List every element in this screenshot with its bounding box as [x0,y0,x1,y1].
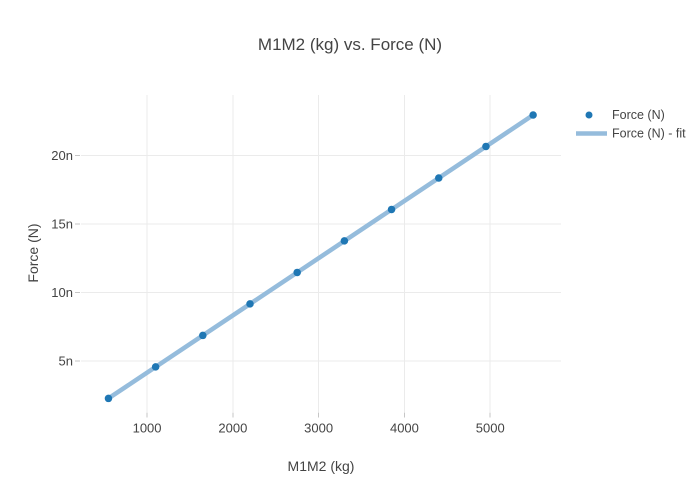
y-tick-label: 15n [51,216,73,231]
gridlines [81,95,561,412]
data-point-layer [104,111,537,403]
fit-line[interactable] [106,112,536,401]
legend-label-fit: Force (N) - fit [612,127,686,141]
y-tick-label: 20n [51,148,73,163]
data-point[interactable] [151,363,160,371]
chart-title: M1M2 (kg) vs. Force (N) [258,35,442,54]
x-tick-label: 2000 [218,421,247,436]
legend: Force (N) Force (N) - fit [576,108,686,141]
legend-label-force: Force (N) [612,108,665,122]
y-tick-label: 10n [51,285,73,300]
legend-marker-dot-icon [585,111,593,119]
legend-item-force[interactable]: Force (N) [585,108,665,122]
x-tick-label: 4000 [390,421,419,436]
data-point[interactable] [340,237,349,245]
data-point[interactable] [482,142,490,151]
data-point[interactable] [199,331,207,340]
y-axis-title: Force (N) [25,223,41,282]
data-point[interactable] [104,394,113,403]
data-point[interactable] [434,174,443,182]
tick-marks [75,154,491,418]
tick-labels: 1000 2000 3000 4000 5000 5n 10n 15n 20n [51,148,504,436]
x-axis-title: M1M2 (kg) [288,458,355,474]
y-tick-label: 5n [59,354,73,369]
x-tick-label: 5000 [476,421,505,436]
data-point[interactable] [293,268,301,277]
x-tick-label: 1000 [133,421,162,436]
data-point[interactable] [529,111,537,119]
legend-item-fit[interactable]: Force (N) - fit [576,127,686,141]
data-point[interactable] [387,205,396,214]
x-tick-label: 3000 [304,421,333,436]
fit-line-layer [106,112,536,401]
data-point[interactable] [246,300,254,308]
